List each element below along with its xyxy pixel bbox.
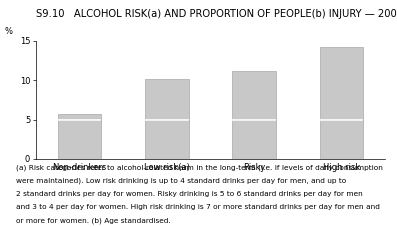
Text: 2 standard drinks per day for women. Risky drinking is 5 to 6 standard drinks pe: 2 standard drinks per day for women. Ris… — [16, 191, 362, 197]
Bar — [58, 114, 101, 120]
Bar — [232, 71, 276, 120]
Bar — [320, 120, 363, 159]
Text: or more for women. (b) Age standardised.: or more for women. (b) Age standardised. — [16, 217, 171, 224]
Bar — [145, 120, 189, 159]
Text: and 3 to 4 per day for women. High risk drinking is 7 or more standard drinks pe: and 3 to 4 per day for women. High risk … — [16, 204, 380, 210]
Bar — [232, 120, 276, 159]
Bar — [58, 120, 101, 159]
Text: %: % — [4, 27, 12, 36]
Bar — [320, 47, 363, 120]
Text: S9.10   ALCOHOL RISK(a) AND PROPORTION OF PEOPLE(b) INJURY — 2001: S9.10 ALCOHOL RISK(a) AND PROPORTION OF … — [36, 9, 397, 19]
Text: (a) Risk categories refer to alcohol-related harm in the long-term (i.e. if leve: (a) Risk categories refer to alcohol-rel… — [16, 165, 383, 171]
Bar — [145, 79, 189, 120]
Text: were maintained). Low risk drinking is up to 4 standard drinks per day for men, : were maintained). Low risk drinking is u… — [16, 178, 346, 184]
